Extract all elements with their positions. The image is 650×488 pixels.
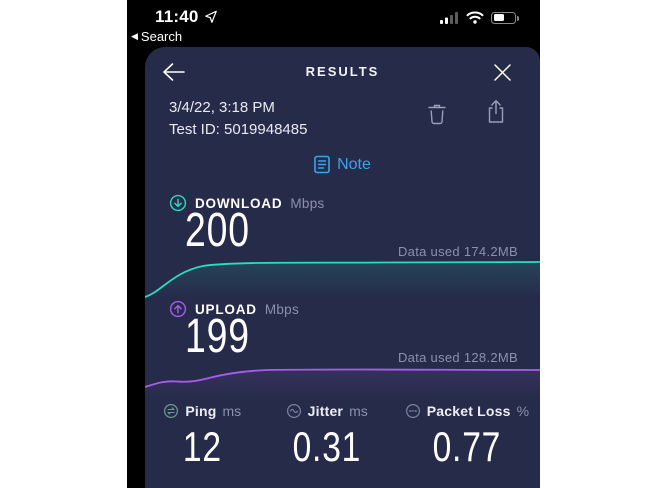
jitter-value: 0.31 [292, 423, 361, 470]
download-graph [145, 253, 540, 298]
download-graph-line [145, 261, 540, 298]
test-id: Test ID: 5019948485 [169, 121, 308, 138]
status-bar: 11:40 [127, 0, 540, 47]
jitter-unit: ms [349, 403, 368, 419]
close-icon [493, 63, 511, 81]
ping-label: Ping [185, 403, 217, 419]
note-row: Note [145, 155, 540, 179]
jitter-icon [286, 403, 302, 419]
phone-screen: 11:40 [127, 0, 540, 488]
jitter-label: Jitter [307, 403, 344, 419]
results-card: RESULTS 3/4/22, 3:18 PM Test ID: 5019948… [145, 47, 540, 488]
card-header: RESULTS [145, 47, 540, 95]
upload-circle-arrow-icon [169, 300, 187, 318]
stat-ping: Ping ms 12 [145, 403, 260, 468]
packet-loss-icon [405, 403, 421, 419]
back-to-app-search[interactable]: ◀ Search [131, 29, 182, 44]
ping-icon [163, 403, 179, 419]
stat-packet-loss: Packet Loss % 0.77 [394, 403, 540, 468]
back-button[interactable] [157, 56, 189, 88]
packet-loss-unit: % [516, 403, 530, 419]
upload-graph-line [145, 368, 540, 388]
back-to-app-label: Search [140, 29, 183, 44]
download-header: DOWNLOAD Mbps [169, 194, 325, 212]
upload-label: UPLOAD [195, 301, 257, 317]
stats-row: Ping ms 12 Jitter ms 0.31 [145, 403, 540, 468]
share-result-button[interactable] [484, 99, 508, 125]
upload-unit: Mbps [264, 301, 300, 317]
note-icon [314, 155, 330, 174]
upload-graph-area [145, 369, 540, 401]
packet-loss-label: Packet Loss [426, 403, 511, 419]
download-data-used: Data used 174.2MB [397, 244, 518, 259]
download-label: DOWNLOAD [195, 195, 283, 211]
back-triangle-icon: ◀ [131, 31, 138, 41]
result-timestamp: 3/4/22, 3:18 PM [169, 99, 275, 116]
cellular-signal-icon [440, 11, 459, 24]
download-unit: Mbps [290, 195, 325, 211]
ping-unit: ms [222, 403, 242, 419]
upload-value: 199 [185, 310, 250, 363]
wifi-icon [466, 11, 484, 24]
upload-header: UPLOAD Mbps [169, 300, 299, 318]
share-icon [488, 100, 504, 123]
close-button[interactable] [490, 60, 514, 84]
upload-data-used: Data used 128.2MB [397, 350, 518, 365]
download-circle-arrow-icon [169, 194, 187, 212]
note-label: Note [337, 155, 371, 173]
page-title: RESULTS [305, 64, 380, 79]
back-arrow-icon [163, 63, 185, 81]
clock-time: 11:40 [155, 7, 199, 26]
download-graph-area [145, 262, 540, 298]
ping-value: 12 [182, 423, 222, 470]
battery-icon [491, 11, 519, 24]
stat-jitter: Jitter ms 0.31 [260, 403, 394, 468]
trash-icon [428, 104, 446, 125]
add-note-button[interactable]: Note [314, 155, 371, 174]
delete-result-button[interactable] [425, 101, 449, 127]
packet-loss-value: 0.77 [432, 423, 502, 470]
upload-graph [145, 359, 540, 401]
location-arrow-icon [204, 10, 218, 24]
download-value: 200 [185, 204, 250, 257]
